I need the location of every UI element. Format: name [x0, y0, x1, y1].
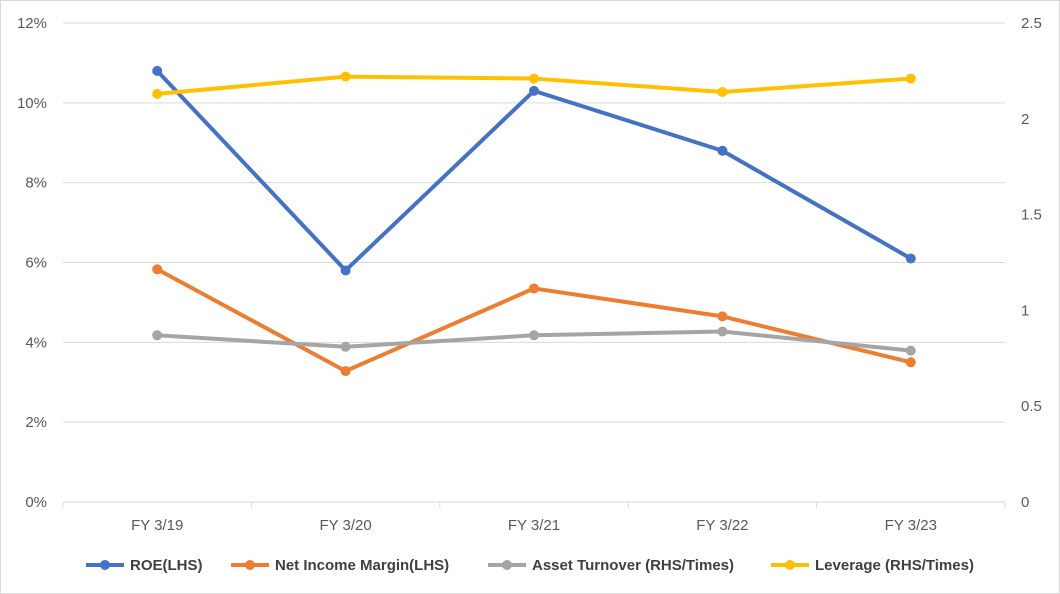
data-point-roe-lhs	[529, 85, 539, 96]
legend-swatch-marker	[100, 560, 110, 570]
legend-label-net-income-margin-lhs: Net Income Margin(LHS)	[275, 557, 449, 574]
data-point-leverage-rhs-times	[340, 71, 351, 82]
data-point-leverage-rhs-times	[905, 73, 916, 84]
data-point-asset-turnover-rhs-times	[717, 326, 728, 337]
y-right-tick-label: 2	[1021, 111, 1029, 128]
legend-label-leverage-rhs-times: Leverage (RHS/Times)	[815, 557, 974, 574]
data-point-asset-turnover-rhs-times	[340, 341, 351, 352]
x-tick-label: FY 3/20	[319, 517, 371, 534]
data-point-leverage-rhs-times	[717, 86, 728, 97]
data-point-asset-turnover-rhs-times	[152, 330, 163, 341]
legend-swatch-marker	[785, 560, 795, 570]
data-point-asset-turnover-rhs-times	[529, 330, 539, 341]
x-tick-label: FY 3/19	[131, 517, 183, 534]
data-point-net-income-margin-lhs	[529, 283, 539, 294]
data-point-net-income-margin-lhs	[340, 366, 351, 377]
legend-swatch-marker	[245, 560, 255, 570]
x-tick-label: FY 3/22	[696, 517, 748, 534]
data-point-leverage-rhs-times	[152, 88, 163, 99]
y-left-tick-label: 2%	[25, 414, 47, 431]
data-point-asset-turnover-rhs-times	[905, 345, 916, 356]
y-right-tick-label: 1.5	[1021, 207, 1042, 224]
y-right-tick-label: 0.5	[1021, 398, 1042, 415]
x-tick-label: FY 3/23	[885, 517, 937, 534]
y-left-tick-label: 6%	[25, 255, 47, 272]
data-point-roe-lhs	[905, 253, 916, 264]
data-point-net-income-margin-lhs	[717, 311, 728, 322]
data-point-net-income-margin-lhs	[905, 357, 916, 368]
series-line-roe-lhs	[155, 68, 913, 273]
y-left-tick-label: 10%	[17, 95, 47, 112]
y-left-tick-label: 8%	[25, 175, 47, 192]
y-right-tick-label: 2.5	[1021, 15, 1042, 32]
y-left-tick-label: 0%	[25, 494, 47, 511]
data-point-roe-lhs	[717, 145, 728, 156]
y-left-tick-label: 4%	[25, 334, 47, 351]
data-point-leverage-rhs-times	[529, 73, 539, 84]
data-point-net-income-margin-lhs	[152, 264, 163, 275]
data-point-roe-lhs	[340, 265, 351, 276]
legend-swatch-marker	[502, 560, 512, 570]
y-left-tick-label: 12%	[17, 15, 47, 32]
y-right-tick-label: 1	[1021, 302, 1029, 319]
data-point-roe-lhs	[152, 65, 163, 76]
legend-label-asset-turnover-rhs-times: Asset Turnover (RHS/Times)	[532, 557, 734, 574]
legend-label-roe-lhs: ROE(LHS)	[130, 557, 203, 574]
y-right-tick-label: 0	[1021, 494, 1029, 511]
x-tick-label: FY 3/21	[508, 517, 560, 534]
